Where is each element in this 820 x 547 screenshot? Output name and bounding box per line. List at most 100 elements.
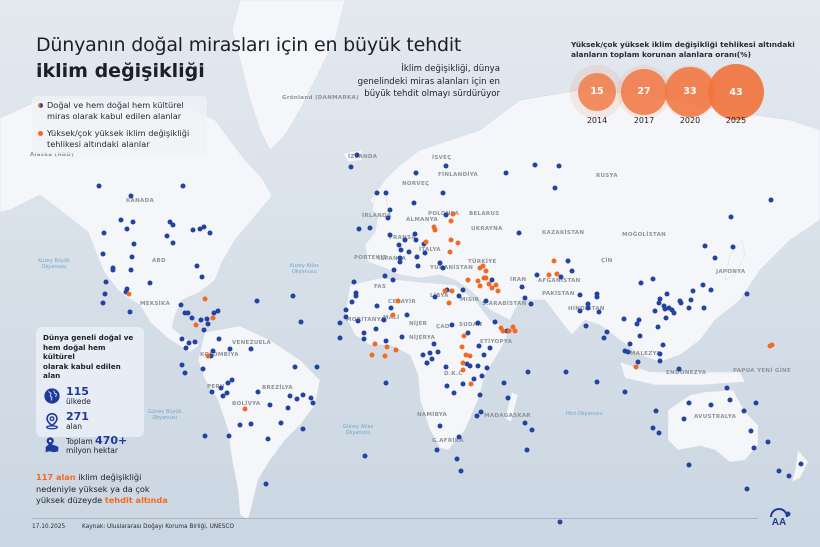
heritage-site-marker[interactable]: [594, 379, 600, 385]
heritage-site-marker[interactable]: [361, 336, 367, 342]
heritage-site-marker[interactable]: [594, 294, 600, 300]
heritage-site-marker[interactable]: [440, 190, 446, 196]
heritage-site-marker[interactable]: [751, 445, 757, 451]
heritage-site-marker[interactable]: [202, 433, 208, 439]
threatened-site-marker[interactable]: [460, 367, 466, 373]
heritage-site-marker[interactable]: [388, 305, 394, 311]
threatened-site-marker[interactable]: [510, 324, 516, 330]
heritage-site-marker[interactable]: [178, 302, 184, 308]
heritage-site-marker[interactable]: [201, 224, 207, 230]
heritage-site-marker[interactable]: [387, 207, 393, 213]
heritage-site-marker[interactable]: [198, 317, 204, 323]
threatened-site-marker[interactable]: [202, 296, 208, 302]
heritage-site-marker[interactable]: [483, 298, 489, 304]
heritage-site-marker[interactable]: [661, 303, 667, 309]
threatened-site-marker[interactable]: [455, 240, 461, 246]
heritage-site-marker[interactable]: [397, 255, 403, 261]
heritage-site-marker[interactable]: [210, 348, 216, 354]
heritage-site-marker[interactable]: [437, 260, 443, 266]
heritage-site-marker[interactable]: [185, 310, 191, 316]
heritage-site-marker[interactable]: [128, 267, 134, 273]
threatened-site-marker[interactable]: [500, 328, 506, 334]
heritage-site-marker[interactable]: [179, 336, 185, 342]
heritage-site-marker[interactable]: [522, 420, 528, 426]
heritage-site-marker[interactable]: [180, 183, 186, 189]
heritage-site-marker[interactable]: [123, 289, 129, 295]
heritage-site-marker[interactable]: [103, 279, 109, 285]
threatened-site-marker[interactable]: [372, 341, 378, 347]
heritage-site-marker[interactable]: [724, 385, 730, 391]
heritage-site-marker[interactable]: [484, 365, 490, 371]
heritage-site-marker[interactable]: [427, 350, 433, 356]
heritage-site-marker[interactable]: [443, 212, 449, 218]
heritage-site-marker[interactable]: [381, 317, 387, 323]
heritage-site-marker[interactable]: [569, 268, 575, 274]
heritage-site-marker[interactable]: [124, 226, 130, 232]
heritage-site-marker[interactable]: [664, 291, 670, 297]
heritage-site-marker[interactable]: [209, 389, 215, 395]
heritage-site-marker[interactable]: [585, 301, 591, 307]
heritage-site-marker[interactable]: [190, 227, 196, 233]
heritage-site-marker[interactable]: [300, 392, 306, 398]
heritage-site-marker[interactable]: [460, 381, 466, 387]
heritage-site-marker[interactable]: [227, 346, 233, 352]
heritage-site-marker[interactable]: [199, 274, 205, 280]
threatened-site-marker[interactable]: [477, 265, 483, 271]
heritage-site-marker[interactable]: [577, 292, 583, 298]
heritage-site-marker[interactable]: [700, 282, 706, 288]
heritage-site-marker[interactable]: [255, 389, 261, 395]
heritage-site-marker[interactable]: [650, 425, 656, 431]
heritage-site-marker[interactable]: [404, 312, 410, 318]
heritage-site-marker[interactable]: [201, 327, 207, 333]
heritage-site-marker[interactable]: [525, 369, 531, 375]
heritage-site-marker[interactable]: [479, 373, 485, 379]
heritage-site-marker[interactable]: [411, 200, 417, 206]
heritage-site-marker[interactable]: [662, 306, 668, 312]
heritage-site-marker[interactable]: [248, 346, 254, 352]
heritage-site-marker[interactable]: [464, 361, 470, 367]
heritage-site-marker[interactable]: [481, 352, 487, 358]
heritage-site-marker[interactable]: [708, 287, 714, 293]
heritage-site-marker[interactable]: [594, 291, 600, 297]
heritage-site-marker[interactable]: [362, 453, 368, 459]
heritage-site-marker[interactable]: [456, 434, 462, 440]
heritage-site-marker[interactable]: [785, 511, 791, 517]
heritage-site-marker[interactable]: [449, 322, 455, 328]
heritage-site-marker[interactable]: [205, 321, 211, 327]
heritage-site-marker[interactable]: [712, 255, 718, 261]
threatened-site-marker[interactable]: [382, 353, 388, 359]
heritage-site-marker[interactable]: [413, 237, 419, 243]
threatened-site-marker[interactable]: [506, 328, 512, 334]
heritage-site-marker[interactable]: [557, 519, 563, 525]
heritage-site-marker[interactable]: [663, 315, 669, 321]
heritage-site-marker[interactable]: [182, 370, 188, 376]
threatened-site-marker[interactable]: [546, 272, 552, 278]
heritage-site-marker[interactable]: [655, 324, 661, 330]
heritage-site-marker[interactable]: [412, 231, 418, 237]
heritage-site-marker[interactable]: [440, 265, 446, 271]
threatened-site-marker[interactable]: [463, 352, 469, 358]
threatened-site-marker[interactable]: [393, 347, 399, 353]
heritage-site-marker[interactable]: [337, 320, 343, 326]
threatened-site-marker[interactable]: [442, 288, 448, 294]
threatened-site-marker[interactable]: [483, 268, 489, 274]
heritage-site-marker[interactable]: [627, 341, 633, 347]
heritage-site-marker[interactable]: [397, 259, 403, 265]
threatened-site-marker[interactable]: [554, 271, 560, 277]
threatened-site-marker[interactable]: [769, 342, 775, 348]
heritage-site-marker[interactable]: [741, 408, 747, 414]
threatened-site-marker[interactable]: [446, 300, 452, 306]
heritage-site-marker[interactable]: [688, 297, 694, 303]
heritage-site-marker[interactable]: [118, 217, 124, 223]
heritage-site-marker[interactable]: [776, 468, 782, 474]
threatened-site-marker[interactable]: [210, 315, 216, 321]
heritage-site-marker[interactable]: [248, 421, 254, 427]
heritage-site-marker[interactable]: [373, 326, 379, 332]
heritage-site-marker[interactable]: [343, 314, 349, 320]
heritage-site-marker[interactable]: [310, 400, 316, 406]
heritage-site-marker[interactable]: [100, 251, 106, 257]
heritage-site-marker[interactable]: [300, 426, 306, 432]
heritage-site-marker[interactable]: [128, 193, 134, 199]
heritage-site-marker[interactable]: [475, 320, 481, 326]
threatened-site-marker[interactable]: [477, 283, 483, 289]
